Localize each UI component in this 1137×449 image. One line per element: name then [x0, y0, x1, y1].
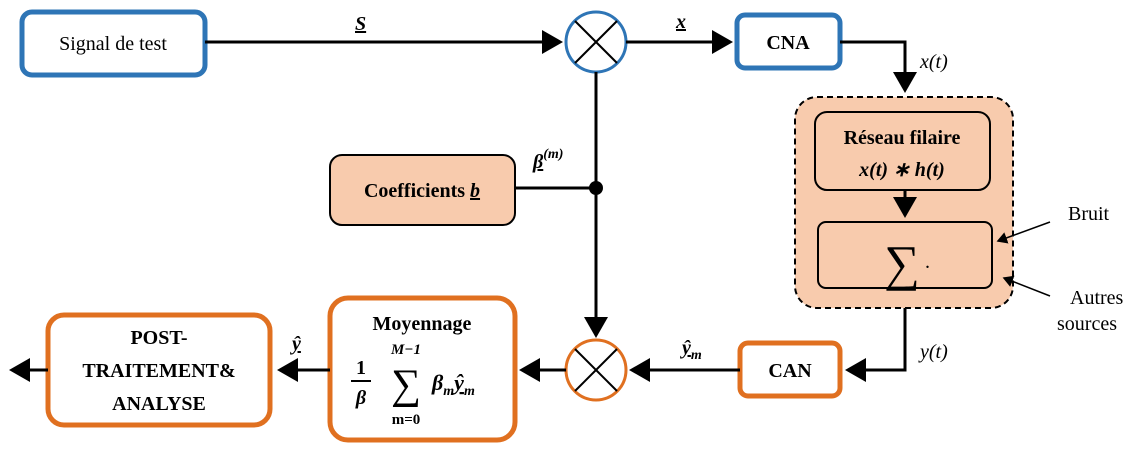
moyennage-title: Moyennage	[373, 313, 472, 335]
formula-den: β	[355, 387, 367, 409]
formula-term: βmŷm	[431, 370, 475, 399]
edge-label: y(t)	[918, 341, 948, 363]
reseau-box	[814, 111, 991, 191]
arrow	[996, 221, 1051, 244]
arrow	[840, 40, 917, 93]
edge-label: S	[355, 13, 366, 35]
edge-label: β(m)	[532, 147, 563, 173]
arrow	[845, 308, 907, 382]
formula-upper: M−1	[390, 342, 421, 358]
formula-num: 1	[356, 357, 366, 379]
post-label: ANALYSE	[112, 393, 206, 415]
edge-label: ŷm	[680, 337, 702, 363]
autres-label: sources	[1057, 313, 1117, 335]
can-label: CAN	[768, 360, 812, 382]
coefficients-box	[329, 154, 516, 226]
formula-sigma: ∑	[391, 362, 421, 408]
bruit-label: Bruit	[1068, 203, 1110, 225]
post-label: TRAITEMENT&	[82, 360, 235, 382]
sum-dot: .	[925, 251, 930, 273]
sum-symbol: ∑	[884, 235, 920, 291]
formula-lower: m=0	[392, 412, 421, 428]
sum-box	[817, 221, 993, 289]
multiplier	[564, 338, 628, 402]
reseau-title: Réseau filaire	[844, 127, 961, 149]
multiplier	[564, 10, 628, 74]
signal-label: Signal de test	[59, 33, 167, 55]
edge-label: x(t)	[919, 51, 948, 73]
coefficients-label: Coefficients b	[364, 180, 480, 202]
autres-label: Autres	[1070, 287, 1124, 309]
arrow	[1002, 275, 1051, 297]
edge-label: ŷ	[290, 333, 301, 355]
reseau-formula: x(t) ∗ h(t)	[858, 159, 945, 181]
edge-label: x	[675, 11, 686, 33]
post-label: POST-	[130, 327, 187, 349]
cna-label: CNA	[766, 32, 810, 54]
